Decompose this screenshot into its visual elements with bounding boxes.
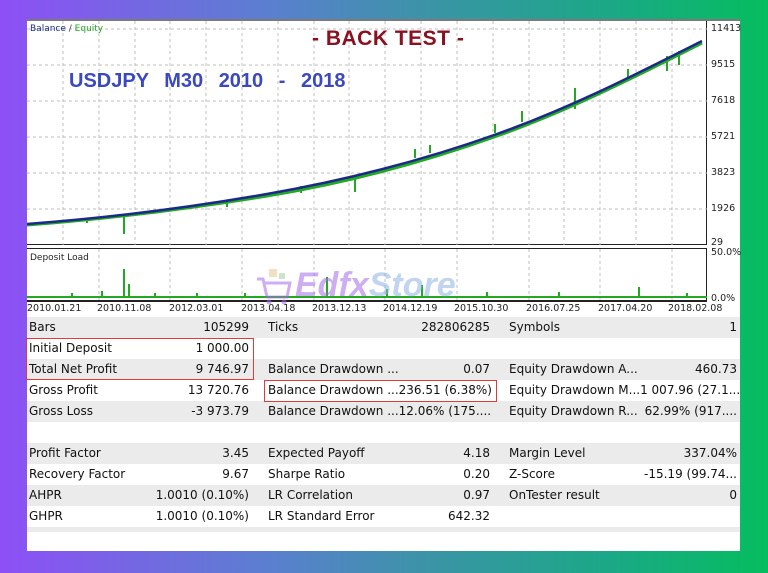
x-tick: 2013.12.13 bbox=[312, 303, 367, 314]
watermark: EdfxStore bbox=[295, 266, 456, 304]
y-tick: 7618 bbox=[711, 95, 736, 106]
y-tick: 5721 bbox=[711, 131, 736, 142]
x-tick: 2014.12.19 bbox=[383, 303, 438, 314]
deposit-load-chart: Deposit Load bbox=[27, 248, 707, 302]
legend-balance: Balance bbox=[30, 24, 66, 34]
x-tick: 2017.04.20 bbox=[598, 303, 653, 314]
y-tick: 29 bbox=[711, 237, 724, 248]
deposit-load-plot bbox=[27, 249, 707, 301]
highlight-box-deposit-profit bbox=[26, 338, 254, 380]
table-row: Profit Factor 3.45 Expected Payoff 4.18 Ma… bbox=[27, 443, 740, 464]
x-tick: 2015.10.30 bbox=[454, 303, 509, 314]
y-tick: 11413 bbox=[711, 23, 742, 34]
table-row: GHPR 1.0010 (0.10%) LR Standard Error 642.… bbox=[29, 509, 490, 523]
chart-subtitle: USDJPY M30 2010 - 2018 bbox=[69, 70, 346, 92]
table-row: Recovery Factor 9.67 Sharpe Ratio 0.20 Z-S… bbox=[29, 467, 737, 481]
legend-equity: Equity bbox=[74, 24, 104, 34]
cart-icon bbox=[257, 269, 292, 305]
load-tick: 50.0% bbox=[711, 247, 742, 258]
table-row bbox=[27, 527, 740, 532]
x-tick: 2010.01.21 bbox=[27, 303, 82, 314]
x-tick: 2012.03.01 bbox=[169, 303, 224, 314]
y-tick: 1926 bbox=[711, 203, 736, 214]
balance-equity-chart: Balance / Equity - BACK TEST - USDJPY M3… bbox=[27, 21, 707, 245]
table-row: Total Net Profit 9 746.97 Balance Drawdow… bbox=[27, 359, 740, 380]
table-row: AHPR 1.0010 (0.10%) LR Correlation 0.97 On… bbox=[27, 485, 740, 506]
table-row: Bars 105299 Ticks 282806285 Symbols 1 bbox=[27, 317, 740, 338]
x-axis: 2010.01.21 2010.11.08 2012.03.01 2013.04… bbox=[27, 303, 740, 317]
x-tick: 2016.07.25 bbox=[526, 303, 581, 314]
table-row: Gross Profit 13 720.76 Balance Drawdown .… bbox=[29, 383, 741, 397]
x-tick: 2010.11.08 bbox=[97, 303, 152, 314]
chart-title: - BACK TEST - bbox=[312, 27, 465, 50]
chart-legend: Balance / Equity bbox=[30, 24, 104, 34]
deposit-load-label: Deposit Load bbox=[30, 253, 89, 263]
load-tick: 0.0% bbox=[711, 293, 736, 304]
table-row bbox=[27, 422, 740, 443]
strategy-tester-report: Balance / Equity - BACK TEST - USDJPY M3… bbox=[26, 19, 742, 551]
highlight-box-balance-drawdown bbox=[264, 380, 497, 402]
chart-plot bbox=[27, 21, 707, 245]
table-row: Gross Loss -3 973.79 Balance Drawdown ...… bbox=[27, 401, 740, 422]
results-table: Bars 105299 Ticks 282806285 Symbols 1 Initi… bbox=[27, 317, 740, 532]
table-row: Initial Deposit 1 000.00 bbox=[29, 341, 249, 355]
y-tick: 3823 bbox=[711, 167, 736, 178]
y-tick: 9515 bbox=[711, 59, 736, 70]
x-tick: 2013.04.18 bbox=[241, 303, 296, 314]
x-tick: 2018.02.08 bbox=[668, 303, 723, 314]
